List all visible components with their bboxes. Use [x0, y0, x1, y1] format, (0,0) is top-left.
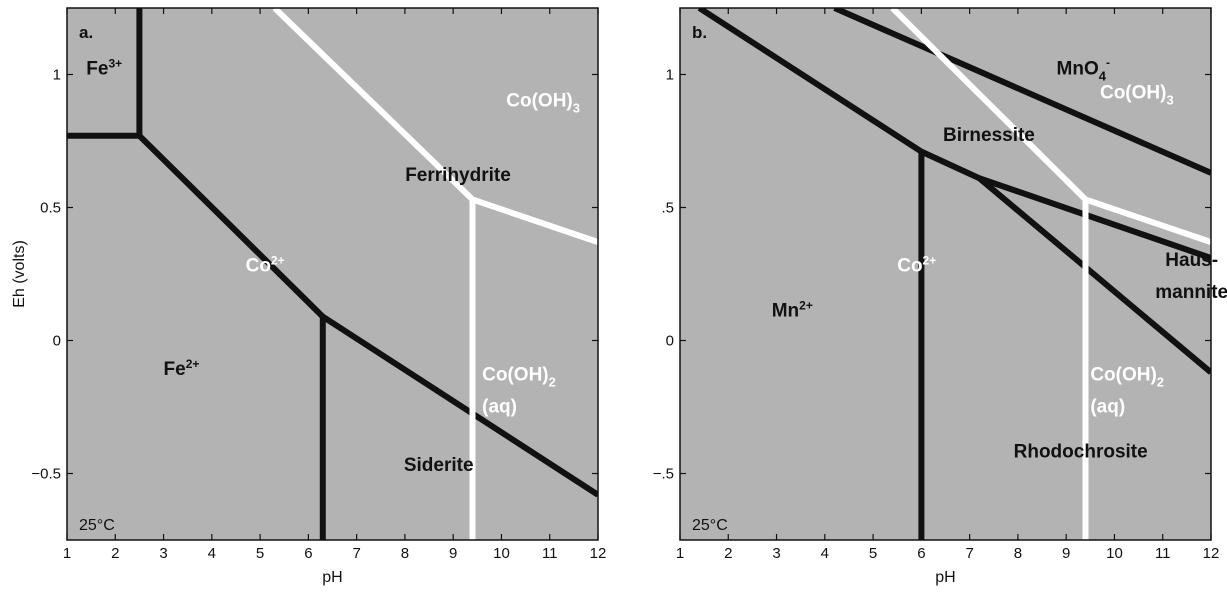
x-axis-label: pH	[935, 569, 955, 586]
region-label: Rhodochrosite	[1014, 442, 1148, 463]
y-tick-label: 0	[666, 333, 674, 350]
temperature-label: 25°C	[79, 517, 115, 534]
x-tick-label: 4	[821, 545, 829, 562]
x-tick-label: 10	[493, 545, 510, 562]
x-tick-label: 6	[917, 545, 925, 562]
x-tick-label: 3	[159, 545, 167, 562]
x-tick-label: 8	[401, 545, 409, 562]
boundary-lines	[697, 8, 1211, 540]
y-tick-label: −0.5	[31, 466, 61, 483]
region-label: Co(OH)3	[1100, 82, 1174, 107]
x-tick-label: 10	[1106, 545, 1123, 562]
region-label: Co(OH)2	[1090, 364, 1164, 389]
x-tick-label: 12	[1203, 545, 1220, 562]
y-tick-label: 1	[666, 67, 674, 84]
y-tick-label: 0.5	[40, 200, 61, 217]
plot-background	[67, 8, 598, 540]
plot-frame	[679, 7, 1212, 541]
x-tick-label: 3	[772, 545, 780, 562]
boundary-lines	[67, 8, 598, 540]
region-label: Fe3+	[86, 57, 122, 80]
phase-boundary-line	[697, 8, 1211, 261]
region-label: Fe2+	[164, 357, 200, 380]
region-label: Ferrihydrite	[405, 165, 511, 186]
x-tick-label: 2	[111, 545, 119, 562]
y-tick-label: 1	[53, 67, 61, 84]
region-label: Siderite	[404, 455, 474, 476]
region-label: Birnessite	[943, 125, 1035, 146]
temperature-label: 25°C	[692, 517, 728, 534]
region-label: Co2+	[246, 253, 285, 276]
panel-label: a.	[79, 23, 93, 42]
region-label: Haus-	[1165, 250, 1218, 271]
x-tick-label: 7	[352, 545, 360, 562]
y-tick-label: .5	[661, 200, 674, 217]
region-label: Co2+	[897, 253, 936, 276]
x-tick-label: 2	[724, 545, 732, 562]
x-tick-label: 11	[542, 545, 558, 562]
y-tick-label: −.5	[653, 466, 674, 483]
x-tick-label: 6	[304, 545, 312, 562]
region-label: Co(OH)3	[506, 90, 580, 115]
x-tick-label: 9	[1062, 545, 1070, 562]
x-axis-label: pH	[322, 569, 342, 586]
x-tick-label: 7	[965, 545, 973, 562]
phase-boundary-line	[833, 8, 1211, 176]
x-tick-label: 8	[1014, 545, 1022, 562]
y-axis-label: Eh (volts)	[11, 240, 28, 308]
region-label: MnO4-	[1057, 56, 1110, 84]
chart-panel-2: 1 2 3 4 5 6 7 8 9 10 11 12−.50.51pHb.25°CMnO4-Co(OH…	[653, 7, 1227, 586]
plot-frame	[66, 7, 599, 541]
plot-background	[680, 8, 1211, 540]
region-label: (aq)	[1090, 396, 1125, 417]
x-tick-label: 4	[208, 545, 216, 562]
x-tick-label: 12	[590, 545, 607, 562]
region-label: (aq)	[482, 396, 517, 417]
y-tick-label: 0	[53, 333, 61, 350]
region-label: mannite	[1155, 282, 1227, 303]
x-tick-label: 9	[449, 545, 457, 562]
region-label: Co(OH)2	[482, 364, 556, 389]
phase-boundary-line	[977, 175, 1211, 375]
x-tick-label: 1	[676, 545, 684, 562]
x-tick-label: 5	[256, 545, 264, 562]
x-tick-label: 11	[1155, 545, 1171, 562]
x-tick-label: 5	[869, 545, 877, 562]
region-label: Mn2+	[772, 299, 813, 322]
panel-label: b.	[692, 23, 707, 42]
x-tick-label: 1	[63, 545, 71, 562]
